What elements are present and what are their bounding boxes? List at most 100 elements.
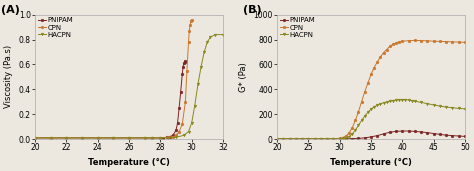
HACPN	[396, 99, 402, 101]
HACPN	[359, 119, 365, 121]
HACPN	[318, 138, 324, 140]
HACPN	[208, 36, 213, 38]
CPN	[179, 123, 185, 125]
HACPN	[32, 137, 38, 139]
HACPN	[343, 137, 349, 139]
PNIPAM	[305, 138, 311, 140]
CPN	[337, 137, 343, 139]
HACPN	[374, 104, 380, 106]
CPN	[186, 30, 192, 32]
HACPN	[365, 111, 371, 113]
CPN	[165, 136, 171, 138]
CPN	[157, 137, 163, 139]
PNIPAM	[79, 137, 85, 139]
CPN	[437, 40, 443, 42]
CPN	[305, 138, 311, 140]
Legend: PNIPAM, CPN, HACPN: PNIPAM, CPN, HACPN	[278, 16, 317, 39]
HACPN	[437, 105, 443, 107]
PNIPAM	[456, 135, 462, 137]
HACPN	[299, 138, 305, 140]
HACPN	[157, 137, 163, 139]
CPN	[362, 91, 367, 93]
HACPN	[390, 100, 396, 102]
HACPN	[449, 107, 455, 109]
HACPN	[79, 137, 85, 139]
PNIPAM	[400, 130, 405, 132]
CPN	[318, 138, 324, 140]
CPN	[330, 138, 336, 140]
HACPN	[353, 129, 358, 131]
CPN	[170, 136, 176, 138]
CPN	[287, 138, 292, 140]
PNIPAM	[443, 134, 449, 136]
PNIPAM	[179, 73, 185, 75]
CPN	[281, 138, 286, 140]
HACPN	[412, 100, 418, 102]
PNIPAM	[425, 132, 430, 134]
HACPN	[189, 122, 194, 124]
HACPN	[330, 138, 336, 140]
HACPN	[195, 83, 201, 85]
CPN	[384, 49, 390, 51]
HACPN	[186, 131, 191, 133]
HACPN	[287, 138, 292, 140]
CPN	[346, 132, 352, 134]
CPN	[186, 41, 191, 43]
CPN	[324, 138, 330, 140]
PNIPAM	[150, 137, 155, 139]
CPN	[387, 45, 392, 47]
Line: CPN: CPN	[34, 18, 193, 139]
CPN	[126, 137, 132, 139]
HACPN	[402, 98, 408, 101]
HACPN	[220, 34, 226, 36]
PNIPAM	[180, 66, 186, 68]
PNIPAM	[110, 137, 116, 139]
CPN	[443, 41, 449, 43]
PNIPAM	[381, 133, 386, 135]
PNIPAM	[437, 133, 443, 135]
PNIPAM	[343, 138, 349, 140]
CPN	[449, 41, 455, 43]
Line: HACPN: HACPN	[275, 98, 466, 140]
HACPN	[393, 99, 399, 101]
PNIPAM	[48, 137, 54, 139]
HACPN	[409, 100, 415, 102]
HACPN	[456, 107, 462, 109]
CPN	[368, 73, 374, 75]
HACPN	[349, 133, 355, 135]
HACPN	[198, 66, 204, 68]
CPN	[462, 41, 468, 43]
PNIPAM	[368, 136, 374, 138]
PNIPAM	[142, 137, 147, 139]
PNIPAM	[157, 137, 163, 139]
PNIPAM	[182, 61, 187, 63]
HACPN	[381, 102, 386, 104]
PNIPAM	[287, 138, 292, 140]
PNIPAM	[164, 136, 169, 138]
CPN	[142, 137, 147, 139]
Y-axis label: Viscosity (Pa.s): Viscosity (Pa.s)	[4, 45, 13, 108]
HACPN	[377, 103, 383, 105]
HACPN	[150, 137, 155, 139]
Text: (B): (B)	[243, 5, 262, 15]
Legend: PNIPAM, CPN, HACPN: PNIPAM, CPN, HACPN	[36, 16, 74, 39]
PNIPAM	[175, 122, 181, 124]
PNIPAM	[318, 138, 324, 140]
PNIPAM	[126, 137, 132, 139]
HACPN	[400, 98, 405, 101]
PNIPAM	[32, 137, 38, 139]
X-axis label: Temperature (°C): Temperature (°C)	[330, 158, 412, 167]
HACPN	[340, 137, 346, 140]
PNIPAM	[167, 136, 173, 138]
CPN	[150, 137, 155, 139]
CPN	[406, 40, 411, 42]
PNIPAM	[387, 131, 392, 133]
HACPN	[462, 108, 468, 110]
PNIPAM	[393, 130, 399, 132]
PNIPAM	[182, 60, 188, 62]
CPN	[299, 138, 305, 140]
HACPN	[48, 137, 54, 139]
PNIPAM	[412, 130, 418, 132]
CPN	[64, 137, 69, 139]
HACPN	[324, 138, 330, 140]
